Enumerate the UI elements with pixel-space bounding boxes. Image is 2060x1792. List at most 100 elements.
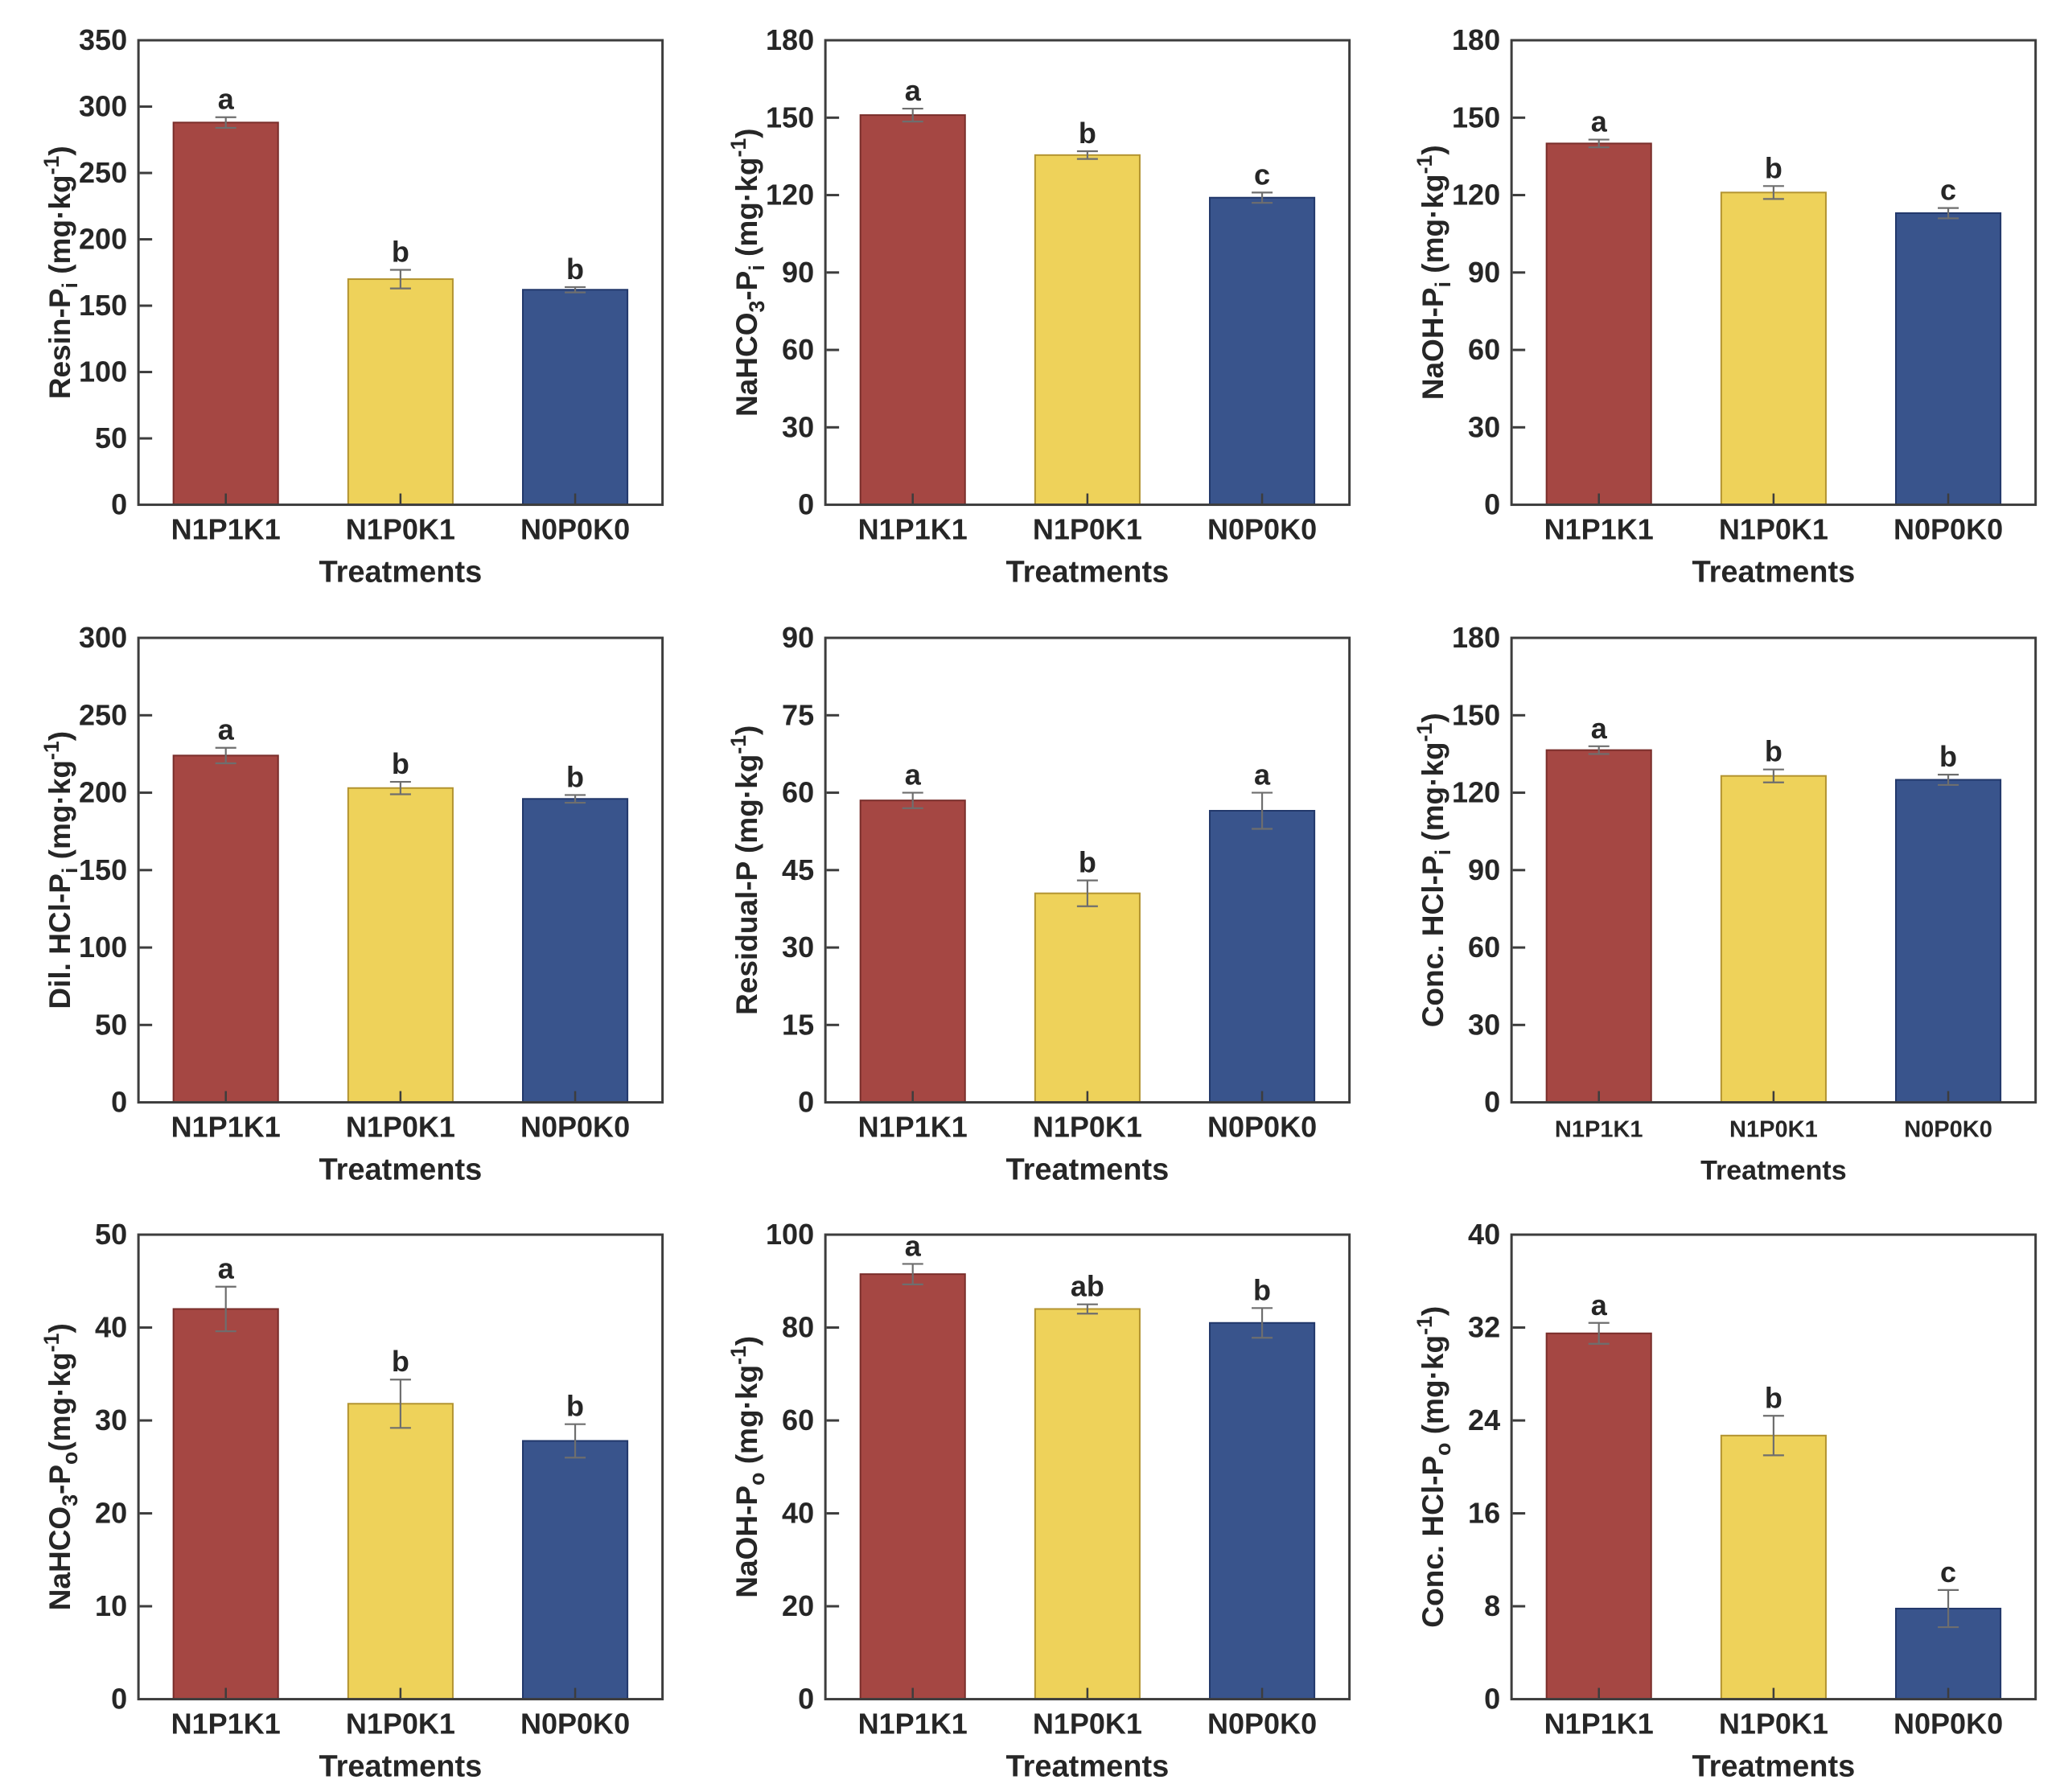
- significance-letter: a: [218, 713, 235, 746]
- significance-letter: b: [392, 747, 409, 780]
- x-tick-label: N0P0K0: [1893, 513, 2003, 546]
- bar-N1P0K1: [1721, 775, 1828, 1104]
- error-bar: [1763, 1415, 1785, 1457]
- bar-N1P1K1: [1545, 1333, 1653, 1700]
- bar-N1P0K1: [1034, 892, 1141, 1104]
- y-tick-label: 24: [1468, 1404, 1500, 1436]
- y-tick-label: 180: [766, 23, 814, 56]
- significance-letter: b: [1765, 1382, 1782, 1415]
- plot-border: [824, 636, 1351, 1104]
- y-tick-label: 30: [95, 1404, 127, 1436]
- significance-letter: b: [392, 235, 409, 268]
- y-tick-label: 150: [1452, 101, 1500, 134]
- plot-border: [824, 39, 1351, 507]
- significance-letter: b: [1765, 734, 1782, 767]
- error-bar: [902, 791, 923, 809]
- y-tick-label: 120: [1452, 775, 1500, 808]
- significance-letter: a: [1591, 1289, 1608, 1321]
- y-axis-title: Dil. HCl-Pi (mg·kg-1): [39, 731, 82, 1009]
- y-tick-label: 30: [1468, 410, 1500, 443]
- plot-border: [137, 636, 664, 1104]
- error-bar: [1251, 191, 1273, 204]
- y-tick-label: 50: [95, 1218, 127, 1251]
- x-tick-label: N1P1K1: [171, 1708, 281, 1741]
- significance-letter: a: [218, 1252, 235, 1285]
- significance-letter: b: [1765, 151, 1782, 184]
- error-bar: [389, 1379, 411, 1429]
- error-bar: [1589, 1322, 1610, 1346]
- x-tick-label: N1P0K1: [346, 1110, 455, 1143]
- bar-chart-svg: a b b 0 10 20 30 40 50 N1P1K1 N1P0K1 N0P0K0 Treatmen…: [39, 1218, 664, 1784]
- y-axis-title: Resin-Pi (mg·kg-1): [39, 146, 82, 399]
- error-bar: [902, 1263, 923, 1286]
- y-tick-label: 0: [111, 1085, 127, 1118]
- x-tick-label: N0P0K0: [1207, 513, 1317, 546]
- x-tick-label: N0P0K0: [1893, 1708, 2003, 1741]
- bar-N1P0K1: [1034, 154, 1141, 506]
- x-tick-label: N0P0K0: [520, 1110, 630, 1143]
- y-tick-label: 50: [95, 1008, 127, 1041]
- error-bar: [215, 746, 236, 764]
- y-tick-label: 200: [79, 223, 127, 256]
- bar-N1P0K1: [347, 787, 454, 1104]
- x-tick-label: N1P0K1: [1719, 1708, 1828, 1741]
- x-tick-label: N0P0K0: [520, 513, 630, 546]
- significance-letter: a: [1254, 758, 1271, 791]
- chart-naoh-po: a ab b 0 20 40 60 80 100 N1P1K1 N1P0K1 N0P0K0 Treatm…: [686, 1194, 1374, 1792]
- y-tick-label: 0: [798, 1683, 814, 1716]
- significance-letter: b: [1253, 1274, 1271, 1307]
- error-bar: [565, 793, 586, 804]
- y-tick-label: 150: [1452, 698, 1500, 731]
- y-tick-label: 0: [1484, 1085, 1500, 1118]
- error-bar: [1763, 185, 1785, 200]
- error-bar: [1589, 138, 1610, 149]
- x-tick-label: N1P1K1: [857, 1708, 967, 1741]
- bar-N1P0K1: [1034, 1308, 1141, 1700]
- x-axis-title: Treatments: [319, 1153, 482, 1186]
- y-tick-label: 30: [782, 931, 814, 964]
- error-bar: [389, 780, 411, 795]
- error-bar: [1076, 1303, 1098, 1315]
- x-tick-label: N1P0K1: [1719, 513, 1828, 546]
- error-bar: [215, 116, 236, 129]
- bar-N1P0K1: [347, 1403, 454, 1700]
- y-tick-label: 0: [798, 488, 814, 521]
- error-bar: [1938, 773, 1959, 786]
- y-tick-label: 50: [95, 421, 127, 454]
- y-tick-label: 80: [782, 1311, 814, 1344]
- y-tick-label: 40: [95, 1311, 127, 1344]
- y-tick-label: 60: [1468, 333, 1500, 366]
- plot-border: [1510, 39, 2037, 507]
- y-tick-label: 180: [1452, 621, 1500, 654]
- x-tick-label: N1P1K1: [1544, 513, 1654, 546]
- bar-chart-svg: a b a 0 15 30 45 60 75 90 N1P1K1 N1P0K1 N0P0K0 Treatm…: [726, 621, 1351, 1186]
- y-tick-label: 45: [782, 853, 814, 886]
- y-tick-label: 90: [782, 621, 814, 654]
- error-bar: [565, 1423, 586, 1459]
- error-bar: [1763, 768, 1785, 783]
- bar-N1P1K1: [859, 1273, 966, 1700]
- y-tick-label: 75: [782, 698, 814, 731]
- significance-letter: a: [1591, 711, 1608, 744]
- significance-letter: b: [1079, 845, 1096, 878]
- chart-conc-hcl-pi: a b b 0 30 60 90 120 150 180 N1P1K1 N1P0K1 N0P0K0 Tre…: [1373, 597, 2060, 1195]
- y-tick-label: 60: [1468, 931, 1500, 964]
- y-tick-label: 0: [111, 488, 127, 521]
- x-axis-title: Treatments: [1005, 556, 1169, 590]
- error-bar: [389, 269, 411, 290]
- significance-letter: b: [1079, 117, 1096, 150]
- significance-letter: b: [566, 1390, 584, 1423]
- bar-N1P1K1: [859, 799, 966, 1104]
- y-tick-label: 16: [1468, 1497, 1500, 1530]
- x-axis-title: Treatments: [1692, 556, 1856, 590]
- chart-nahco3-po: a b b 0 10 20 30 40 50 N1P1K1 N1P0K1 N0P0K0 Treatmen…: [0, 1194, 687, 1792]
- bar-N1P1K1: [1545, 749, 1653, 1104]
- bar-N1P0K1: [347, 278, 454, 506]
- x-tick-label: N1P0K1: [1032, 1708, 1141, 1741]
- x-tick-label: N0P0K0: [1207, 1708, 1317, 1741]
- significance-letter: c: [1940, 1556, 1956, 1589]
- bar-N0P0K0: [521, 797, 629, 1104]
- y-tick-label: 20: [782, 1589, 814, 1622]
- y-tick-label: 250: [79, 156, 127, 189]
- y-tick-label: 120: [1452, 179, 1500, 212]
